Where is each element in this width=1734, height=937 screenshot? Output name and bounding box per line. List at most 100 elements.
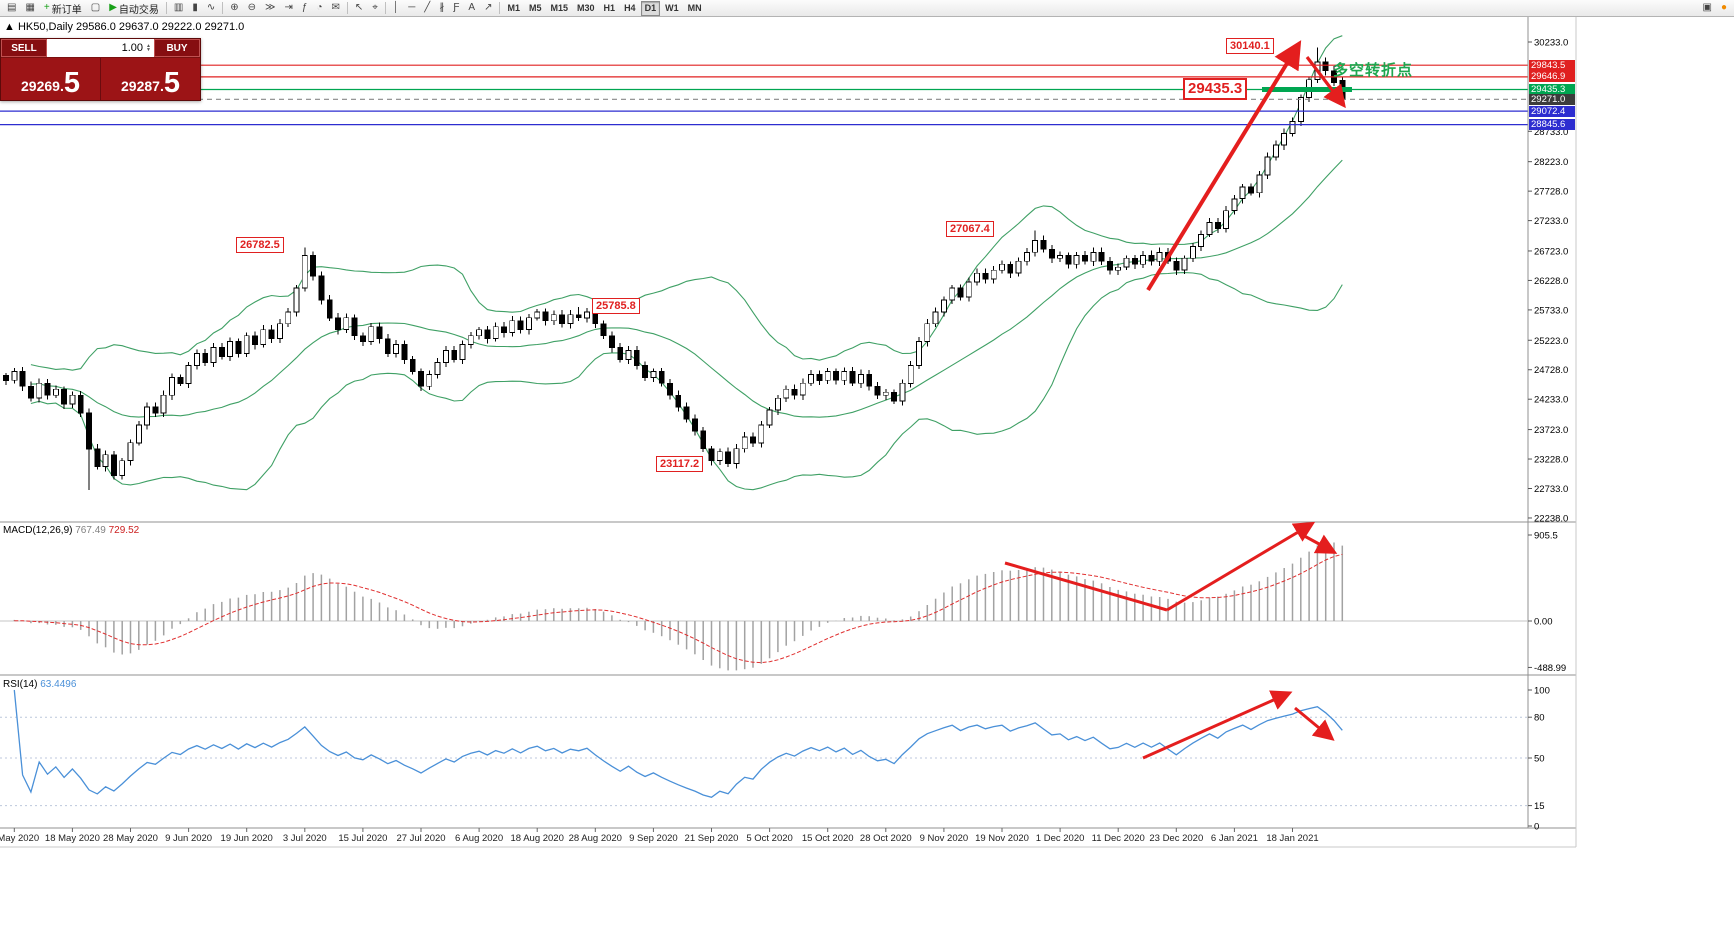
docking-icon[interactable]: ▣ (1702, 2, 1712, 13)
new-order-button[interactable]: + 新订单 (43, 2, 82, 16)
volume-input[interactable]: 1.00 ▲ ▼ (47, 39, 154, 57)
svg-text:15 Jul 2020: 15 Jul 2020 (338, 833, 387, 844)
price-level-axis-label: 29271.0 (1529, 93, 1575, 105)
chart-profiles-icon[interactable]: ▦ (25, 2, 35, 13)
macd-indicator-label: MACD(12,26,9) 767.49 729.52 (3, 525, 140, 536)
line-chart-icon[interactable]: ∿ (206, 2, 216, 13)
toolbar-separator (384, 2, 386, 14)
svg-text:-488.99: -488.99 (1534, 663, 1566, 674)
svg-text:28733.0: 28733.0 (1534, 127, 1568, 138)
cursor-icon[interactable]: ↖ (354, 2, 364, 13)
price-level-axis-label: 29435.3 (1529, 84, 1575, 95)
buy-price-main: 29287. (121, 78, 164, 94)
chart-shift-icon[interactable]: ⇥ (284, 2, 293, 13)
svg-text:8 May 2020: 8 May 2020 (0, 833, 39, 844)
svg-text:905.5: 905.5 (1534, 531, 1558, 542)
mail-icon[interactable]: ✉ (331, 2, 340, 13)
tile-windows-icon[interactable]: ▢ (90, 2, 101, 13)
timeframe-mn[interactable]: MN (687, 3, 702, 13)
svg-text:23 Dec 2020: 23 Dec 2020 (1149, 833, 1203, 844)
svg-text:25223.0: 25223.0 (1534, 336, 1568, 347)
auto-trading-button[interactable]: ▶ 自动交易 (109, 2, 159, 16)
toolbar-separator (165, 2, 167, 14)
svg-text:3 Jul 2020: 3 Jul 2020 (283, 833, 327, 844)
horizontal-line-icon[interactable]: ─ (408, 2, 416, 13)
svg-text:27728.0: 27728.0 (1534, 187, 1568, 198)
arrow-objects-icon[interactable]: ↗ (484, 2, 493, 13)
trendline-icon[interactable]: ╱ (424, 2, 431, 13)
svg-text:6 Jan 2021: 6 Jan 2021 (1211, 833, 1258, 844)
price-level-axis-label: 29646.9 (1529, 71, 1575, 83)
period-icon[interactable]: ◔ (316, 2, 323, 13)
price-annotation-label: 27067.4 (946, 221, 994, 237)
price-level-axis-label: 29843.5 (1529, 59, 1575, 71)
new-chart-icon[interactable]: ▤ (7, 2, 17, 13)
timeframe-m30[interactable]: M30 (577, 3, 595, 13)
ohlc-values: 29586.0 29637.0 29222.0 29271.0 (76, 21, 245, 33)
vertical-line-icon[interactable]: │ (392, 2, 400, 13)
account-status-icon[interactable]: ● (1720, 2, 1727, 13)
timeframe-h1[interactable]: H1 (603, 3, 616, 13)
svg-text:19 Nov 2020: 19 Nov 2020 (975, 833, 1029, 844)
zoom-out-icon[interactable]: ⊖ (247, 2, 257, 13)
svg-text:26228.0: 26228.0 (1534, 276, 1568, 287)
timeframe-w1[interactable]: W1 (665, 3, 679, 13)
rsi-indicator-label: RSI(14) 63.4496 (3, 679, 77, 690)
svg-text:28223.0: 28223.0 (1534, 157, 1568, 168)
sell-price[interactable]: 29269. 5 (1, 58, 100, 100)
timeframe-m5[interactable]: M5 (529, 3, 542, 13)
buy-button[interactable]: BUY (154, 39, 200, 57)
price-divider (100, 58, 101, 100)
svg-text:28 May 2020: 28 May 2020 (103, 833, 158, 844)
sell-button[interactable]: SELL (1, 39, 47, 57)
svg-text:80: 80 (1534, 713, 1545, 724)
candlestick-chart-icon[interactable]: ▮ (192, 2, 198, 13)
price-level-axis-label: 29072.4 (1529, 105, 1575, 117)
svg-text:28 Oct 2020: 28 Oct 2020 (860, 833, 912, 844)
svg-text:19 Jun 2020: 19 Jun 2020 (221, 833, 273, 844)
svg-text:15 Oct 2020: 15 Oct 2020 (802, 833, 854, 844)
timeframe-m1[interactable]: M1 (507, 3, 520, 13)
price-level-axis-label: 28845.6 (1529, 119, 1575, 131)
price-annotation-label: 26782.5 (236, 237, 284, 253)
crosshair-icon[interactable]: ⌖ (372, 2, 378, 13)
svg-text:15: 15 (1534, 801, 1545, 812)
svg-text:24233.0: 24233.0 (1534, 395, 1568, 406)
bar-chart-icon[interactable]: ▥ (173, 2, 184, 13)
text-label-icon[interactable]: A (468, 2, 476, 13)
svg-text:22238.0: 22238.0 (1534, 514, 1568, 525)
svg-text:27233.0: 27233.0 (1534, 216, 1568, 227)
svg-text:50: 50 (1534, 754, 1545, 765)
auto-scroll-icon[interactable]: ≫ (265, 2, 276, 13)
volume-value[interactable]: 1.00 (121, 42, 144, 54)
price-annotation-label: 23117.2 (656, 456, 704, 472)
one-click-trading-panel: SELL 1.00 ▲ ▼ BUY 29269. 5 29287. 5 (0, 38, 201, 101)
svg-text:9 Jun 2020: 9 Jun 2020 (165, 833, 212, 844)
svg-text:24728.0: 24728.0 (1534, 365, 1568, 376)
svg-text:18 May 2020: 18 May 2020 (45, 833, 100, 844)
svg-text:25733.0: 25733.0 (1534, 305, 1568, 316)
price-annotation-label: 29435.3 (1183, 78, 1248, 100)
svg-text:18 Aug 2020: 18 Aug 2020 (511, 833, 564, 844)
timeframe-d1[interactable]: D1 (640, 0, 661, 16)
volume-spinner[interactable]: ▲ ▼ (146, 43, 151, 53)
svg-text:30233.0: 30233.0 (1534, 38, 1568, 49)
price-annotation-label: 30140.1 (1226, 38, 1274, 54)
svg-text:22733.0: 22733.0 (1534, 484, 1568, 495)
toolbar: ▤ ▦ + 新订单 ▢ ▶ 自动交易 ▥ ▮ ∿ ⊕ ⊖ ≫ ⇥ ƒ ◔ ✉ ↖ ⌖ │ ─ ╱ ∦ Ƒ A ↗ M1 M5 M15 M3… (0, 0, 1734, 17)
buy-price[interactable]: 29287. 5 (101, 58, 200, 100)
timeframe-h4[interactable]: H4 (624, 3, 636, 13)
svg-text:1 Dec 2020: 1 Dec 2020 (1036, 833, 1085, 844)
svg-text:9 Nov 2020: 9 Nov 2020 (920, 833, 969, 844)
channel-icon[interactable]: ∦ (439, 2, 445, 13)
svg-text:0.00: 0.00 (1534, 617, 1553, 628)
fibonacci-icon[interactable]: Ƒ (453, 2, 460, 13)
svg-text:0: 0 (1534, 822, 1539, 833)
indicators-icon[interactable]: ƒ (301, 2, 308, 13)
zoom-in-icon[interactable]: ⊕ (230, 2, 239, 13)
svg-text:28 Aug 2020: 28 Aug 2020 (569, 833, 622, 844)
bull-bear-turning-point-note: 多空转折点 (1333, 62, 1414, 79)
timeframe-m15[interactable]: M15 (550, 3, 569, 13)
